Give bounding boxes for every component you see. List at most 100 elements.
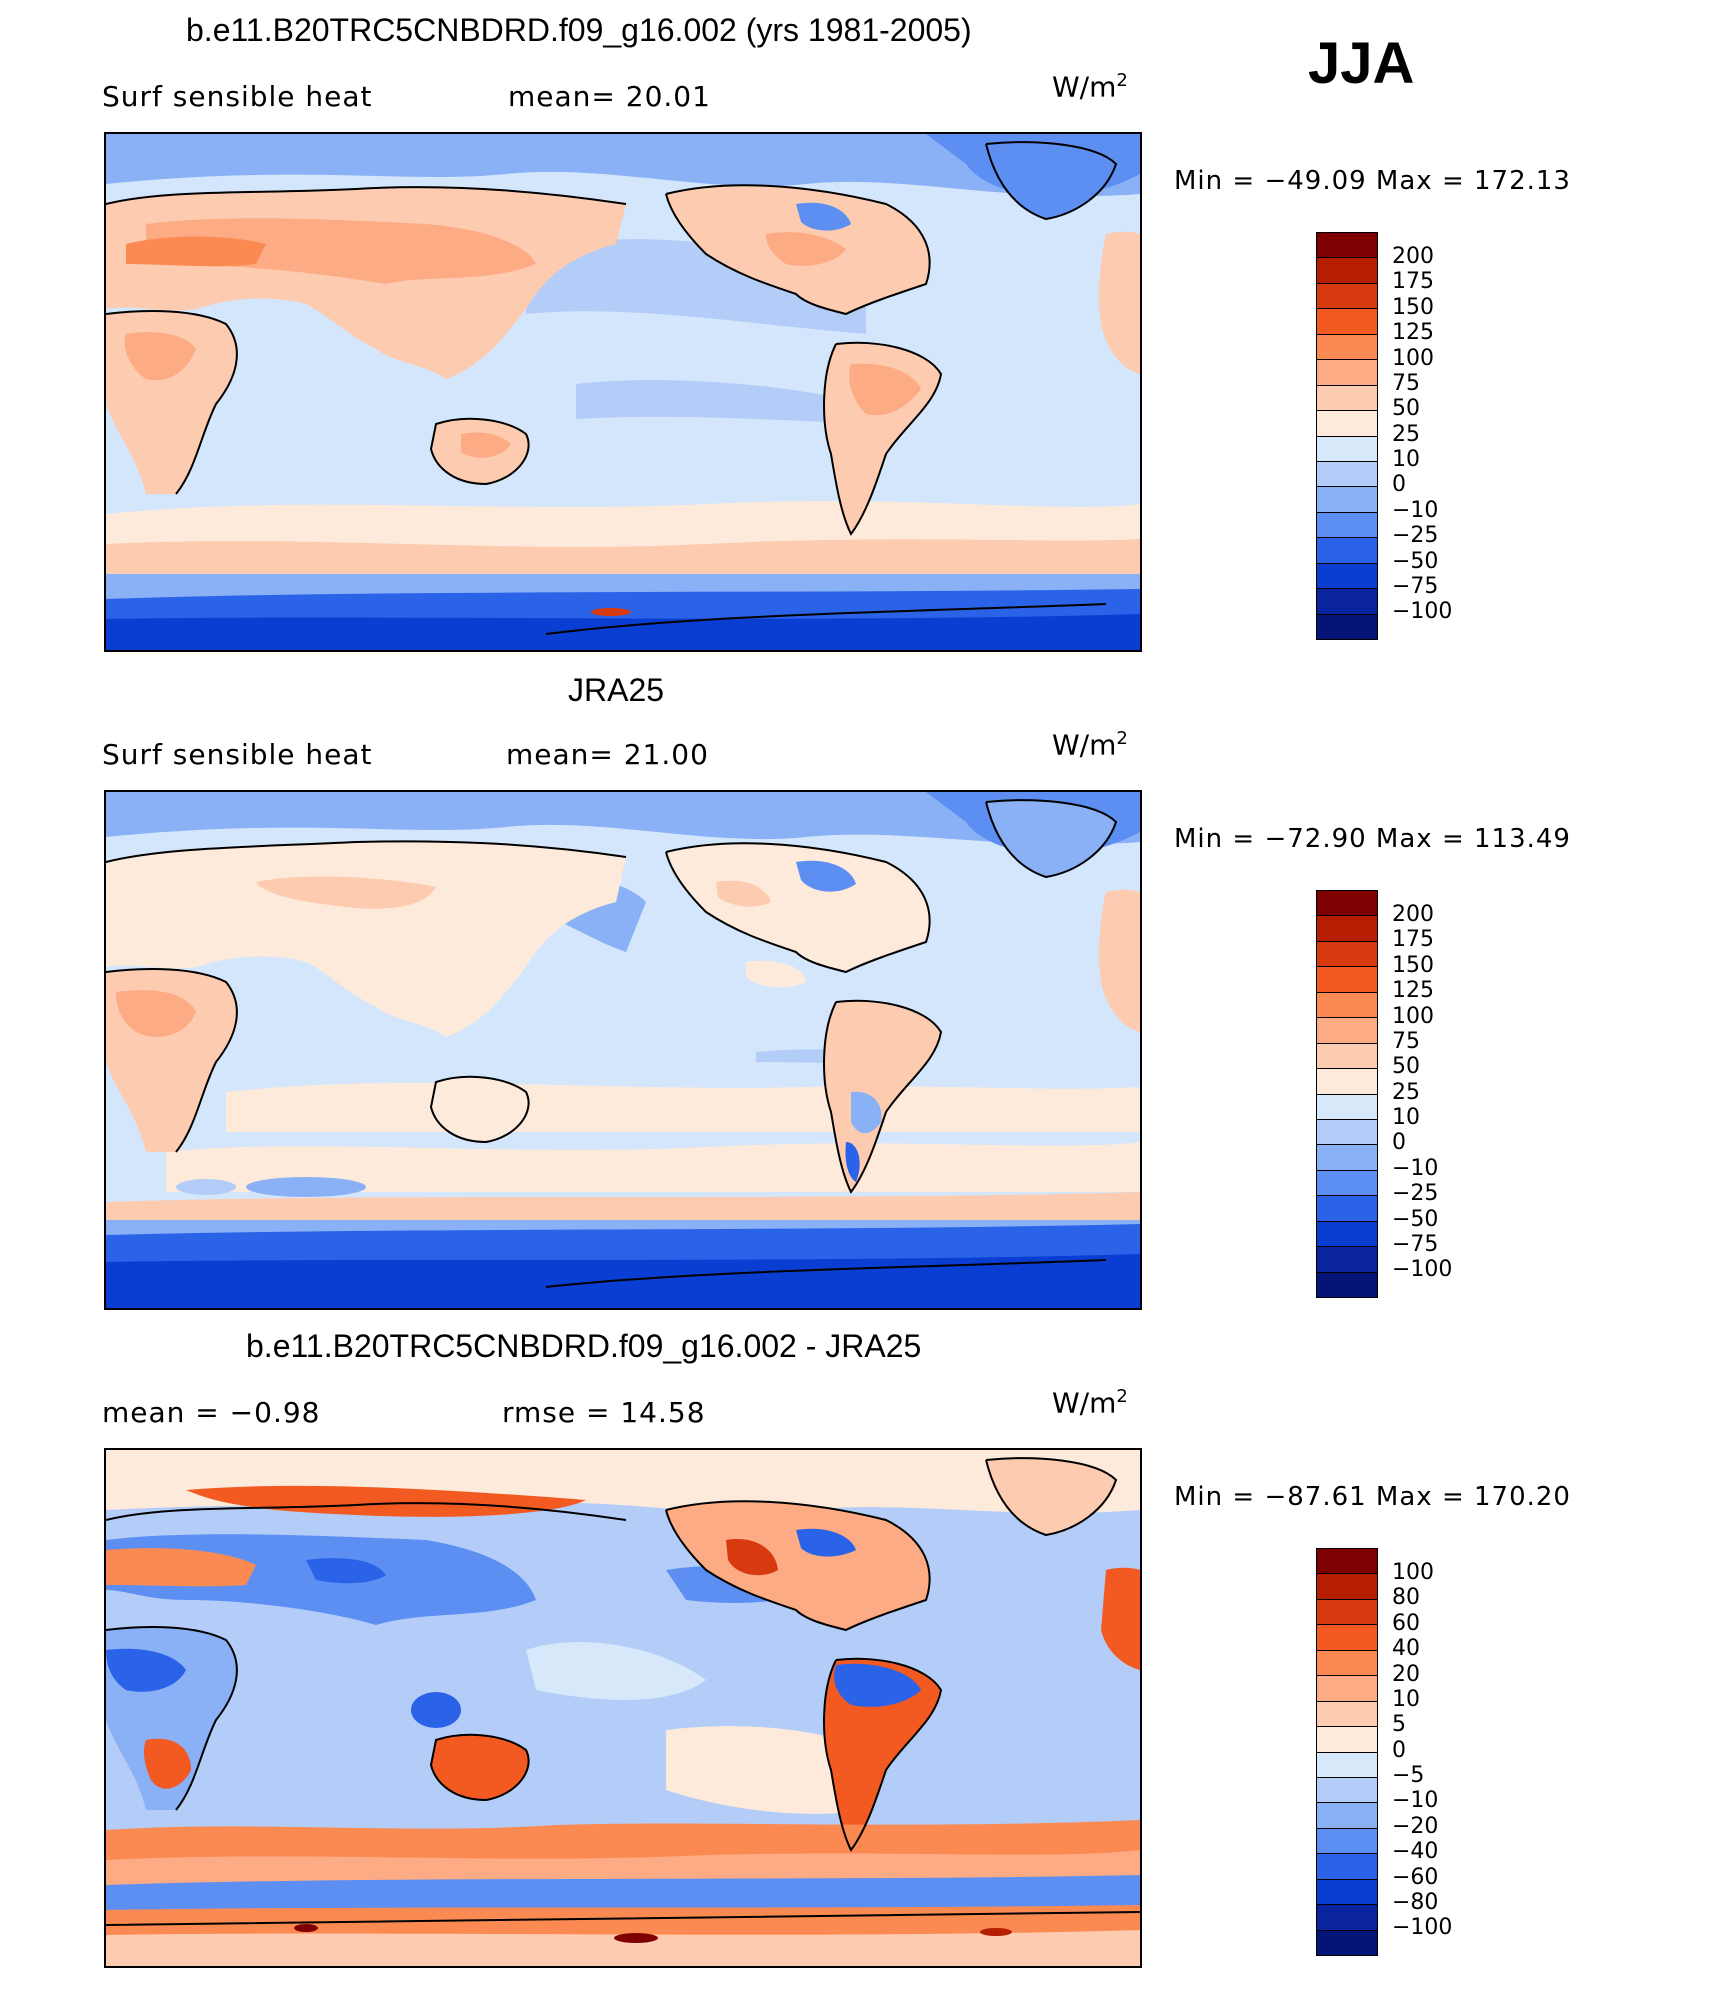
panel2-minmax: Min = −72.90 Max = 113.49 <box>1174 824 1571 854</box>
panel1-map <box>104 132 1142 652</box>
colorbar-segment <box>1317 411 1377 437</box>
colorbar-label: 25 <box>1392 1079 1420 1105</box>
colorbar-label: 150 <box>1392 952 1434 978</box>
colorbar-segment <box>1317 436 1377 462</box>
colorbar-segment <box>1317 589 1377 615</box>
colorbar-label: 175 <box>1392 269 1434 295</box>
colorbar-label: 40 <box>1392 1636 1420 1662</box>
colorbar-label: −5 <box>1392 1763 1425 1788</box>
colorbar-segment <box>1317 916 1377 942</box>
colorbar-label: 10 <box>1392 1686 1420 1712</box>
colorbar-label: −40 <box>1392 1839 1439 1865</box>
colorbar-segment <box>1317 1549 1377 1575</box>
colorbar-segment <box>1317 1752 1377 1778</box>
colorbar-segment <box>1317 487 1377 513</box>
colorbar-label: 80 <box>1392 1585 1420 1611</box>
colorbar-label: 100 <box>1392 1003 1434 1029</box>
colorbar-segment <box>1317 1879 1377 1906</box>
panel1-title: b.e11.B20TRC5CNBDRD.f09_g16.002 (yrs 198… <box>186 12 972 48</box>
colorbar-segment <box>1317 1043 1377 1070</box>
colorbar-segment <box>1317 967 1377 993</box>
colorbar-segment <box>1317 1930 1377 1955</box>
panel2-units: W/m2 <box>1052 728 1128 762</box>
colorbar-label: 10 <box>1392 1105 1420 1130</box>
colorbar-label: −10 <box>1392 1155 1439 1181</box>
panel2-title: JRA25 <box>568 672 665 708</box>
colorbar-segment <box>1317 258 1377 284</box>
colorbar-label: 75 <box>1392 370 1420 396</box>
colorbar-segment <box>1317 1574 1377 1600</box>
colorbar-label: −10 <box>1392 1788 1439 1814</box>
colorbar-label: −100 <box>1392 1257 1453 1283</box>
colorbar-label: 0 <box>1392 1130 1406 1156</box>
colorbar-segment <box>1317 309 1377 335</box>
colorbar-label: 175 <box>1392 927 1434 953</box>
colorbar-segment <box>1317 461 1377 488</box>
colorbar-segment <box>1317 1170 1377 1197</box>
colorbar-label: −10 <box>1392 497 1439 523</box>
colorbar-label: −50 <box>1392 1206 1439 1232</box>
panel3-map <box>104 1448 1142 1968</box>
colorbar-label: 20 <box>1392 1661 1420 1687</box>
panel1-minmax: Min = −49.09 Max = 172.13 <box>1174 166 1571 196</box>
season-label: JJA <box>1308 31 1415 96</box>
colorbar-label: 0 <box>1392 1737 1406 1763</box>
colorbar-segment <box>1317 538 1377 564</box>
colorbar-segment <box>1317 1018 1377 1044</box>
colorbar-segment <box>1317 992 1377 1019</box>
colorbar-label: −25 <box>1392 1181 1439 1207</box>
colorbar-label: 5 <box>1392 1712 1406 1738</box>
panel1-units: W/m2 <box>1052 70 1128 104</box>
colorbar-segment <box>1317 1727 1377 1753</box>
colorbar-label: 25 <box>1392 421 1420 447</box>
panel3-minmax: Min = −87.61 Max = 170.20 <box>1174 1482 1571 1512</box>
colorbar-segment <box>1317 1701 1377 1728</box>
colorbar-label: 50 <box>1392 396 1420 422</box>
colorbar-segment <box>1317 283 1377 310</box>
colorbar-label: 125 <box>1392 978 1434 1004</box>
colorbar-segment <box>1317 1828 1377 1855</box>
colorbar-label: 100 <box>1392 1560 1434 1585</box>
colorbar-segment <box>1317 891 1377 917</box>
colorbar-label: 10 <box>1392 447 1420 472</box>
colorbar-segment <box>1317 1069 1377 1095</box>
colorbar-label: 200 <box>1392 244 1434 269</box>
colorbar-label: 150 <box>1392 294 1434 320</box>
colorbar-segment <box>1317 1777 1377 1804</box>
colorbar-label: −100 <box>1392 1915 1453 1941</box>
panel3-mean-label: mean = −0.98 <box>102 1396 321 1429</box>
panel2-colorbar <box>1316 890 1378 1298</box>
colorbar-segment <box>1317 334 1377 361</box>
colorbar-label: −60 <box>1392 1864 1439 1890</box>
panel2-map <box>104 790 1142 1310</box>
colorbar-label: 50 <box>1392 1054 1420 1080</box>
colorbar-segment <box>1317 941 1377 968</box>
colorbar-label: −25 <box>1392 523 1439 549</box>
colorbar-segment <box>1317 233 1377 259</box>
colorbar-label: −20 <box>1392 1813 1439 1839</box>
colorbar-segment <box>1317 385 1377 412</box>
colorbar-segment <box>1317 1247 1377 1273</box>
colorbar-label: −80 <box>1392 1889 1439 1915</box>
colorbar-segment <box>1317 614 1377 639</box>
panel1-mean-label: mean= 20.01 <box>508 80 711 113</box>
panel1-variable-label: Surf sensible heat <box>102 80 373 113</box>
colorbar-segment <box>1317 1905 1377 1931</box>
colorbar-segment <box>1317 1854 1377 1880</box>
colorbar-label: 0 <box>1392 472 1406 498</box>
colorbar-label: 100 <box>1392 345 1434 371</box>
panel1-colorbar <box>1316 232 1378 640</box>
panel2-mean-label: mean= 21.00 <box>506 738 709 771</box>
colorbar-label: 200 <box>1392 902 1434 927</box>
colorbar-segment <box>1317 1803 1377 1829</box>
colorbar-segment <box>1317 1221 1377 1248</box>
panel3-colorbar <box>1316 1548 1378 1956</box>
colorbar-label: −75 <box>1392 573 1439 599</box>
colorbar-label: 60 <box>1392 1610 1420 1636</box>
colorbar-label: 125 <box>1392 320 1434 346</box>
panel2-variable-label: Surf sensible heat <box>102 738 373 771</box>
colorbar-segment <box>1317 1196 1377 1222</box>
colorbar-segment <box>1317 1145 1377 1171</box>
panel3-units: W/m2 <box>1052 1386 1128 1420</box>
colorbar-segment <box>1317 1625 1377 1651</box>
